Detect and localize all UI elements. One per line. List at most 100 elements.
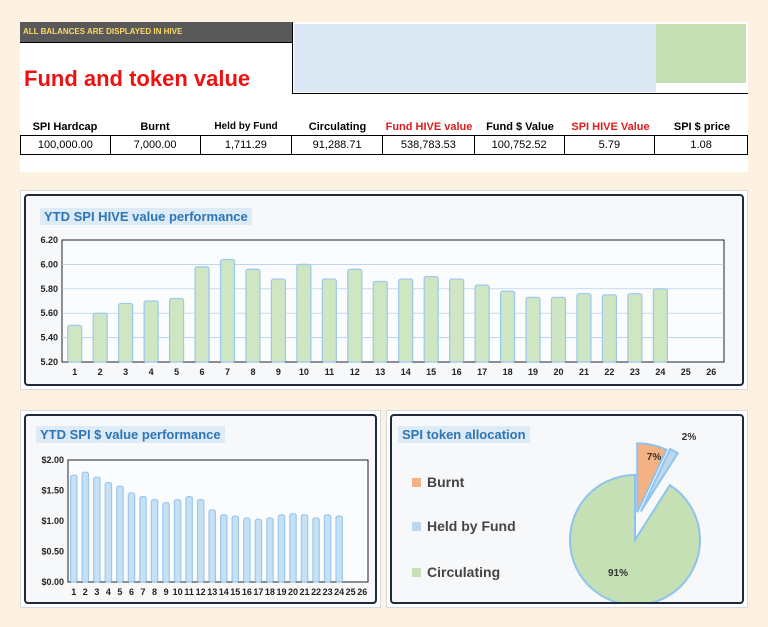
- allocation-chart-panel: SPI token allocation Burnt Held by Fund Ci…: [386, 410, 748, 608]
- x-tick-label: 9: [164, 587, 169, 597]
- bar: [423, 275, 439, 363]
- x-tick-label: 22: [311, 587, 321, 597]
- bar: [118, 302, 134, 363]
- header-frame: [292, 22, 748, 94]
- x-tick-label: 7: [225, 367, 230, 377]
- table-value-row: 100,000.00 7,000.00 1,711.29 91,288.71 538,7…: [20, 135, 748, 155]
- x-tick-label: 18: [265, 587, 275, 597]
- bar: [499, 290, 516, 363]
- pie-slice: [639, 447, 680, 513]
- bar: [168, 297, 185, 363]
- usd-chart-title: YTD SPI $ value performance: [36, 426, 225, 443]
- y-tick-label: $0.50: [41, 547, 64, 557]
- table-header-cell: Burnt: [140, 121, 170, 133]
- table-value-cell: 91,288.71: [292, 136, 383, 154]
- hive-chart-panel: YTD SPI HIVE value performance 5.20 5.40 5…: [20, 190, 748, 390]
- y-tick-label: 5.80: [40, 284, 58, 294]
- bar: [266, 517, 274, 583]
- balances-banner: ALL BALANCES ARE DISPLAYED IN HIVE: [20, 22, 292, 42]
- x-tick-label: 1: [72, 367, 77, 377]
- bar: [321, 278, 337, 363]
- blue-header-block: [294, 24, 656, 92]
- y-tick-label: 5.40: [40, 333, 58, 343]
- x-tick-label: 10: [299, 367, 309, 377]
- legend-swatch: [412, 478, 421, 487]
- y-tick-label: 6.20: [40, 235, 58, 245]
- pie-slice-label: 7%: [647, 452, 662, 463]
- table-value-cell: 5.79: [565, 136, 656, 154]
- x-tick-label: 19: [528, 367, 538, 377]
- table-value-cell: 538,783.53: [383, 136, 475, 154]
- x-tick-label: 8: [250, 367, 255, 377]
- bar: [289, 513, 297, 583]
- bar: [219, 258, 236, 363]
- bar: [127, 492, 136, 583]
- table-header-cell: SPI $ price: [673, 121, 731, 133]
- x-tick-label: 5: [174, 367, 179, 377]
- legend-label: Circulating: [427, 564, 500, 580]
- pie-slice: [636, 442, 668, 513]
- plot-area: [67, 459, 369, 583]
- x-tick-label: 21: [579, 367, 589, 377]
- x-tick-label: 6: [129, 587, 134, 597]
- x-tick-label: 2: [98, 367, 103, 377]
- pie-slice-label: 91%: [608, 568, 628, 579]
- bar: [372, 280, 388, 363]
- x-tick-label: 16: [242, 587, 252, 597]
- legend-swatch: [412, 568, 421, 577]
- table-header-row: SPI Hardcap Burnt Held by Fund Circulating F…: [20, 119, 748, 135]
- legend-label: Burnt: [427, 474, 465, 490]
- y-tick-label: $1.00: [41, 516, 64, 526]
- bar: [525, 296, 541, 363]
- bar: [300, 514, 309, 583]
- x-tick-label: 4: [149, 367, 154, 377]
- table-header-cell: Fund $ Value: [486, 121, 554, 133]
- x-tick-label: 24: [334, 587, 344, 597]
- bar: [208, 509, 217, 583]
- x-tick-label: 4: [106, 587, 111, 597]
- table-header-cell: Circulating: [308, 121, 367, 133]
- y-tick-label: $2.00: [41, 455, 64, 465]
- table-header-cell: SPI Hardcap: [32, 121, 98, 133]
- bar: [550, 296, 567, 363]
- x-tick-label: 6: [200, 367, 205, 377]
- bar: [196, 499, 205, 583]
- bar: [652, 288, 668, 363]
- bar: [162, 502, 170, 583]
- x-tick-label: 17: [477, 367, 487, 377]
- table-value-cell: 100,752.52: [475, 136, 565, 154]
- fund-summary-panel: ALL BALANCES ARE DISPLAYED IN HIVE Fund …: [20, 22, 748, 172]
- bar: [67, 324, 83, 363]
- bar: [449, 278, 465, 363]
- bar: [69, 474, 78, 583]
- x-tick-label: 1: [71, 587, 76, 597]
- bar: [194, 266, 210, 363]
- hive-chart-title: YTD SPI HIVE value performance: [40, 208, 252, 225]
- x-tick-label: 3: [123, 367, 128, 377]
- pie-slice: [569, 473, 701, 602]
- usd-chart-panel: YTD SPI $ value performance $0.00 $0.50 $1…: [20, 410, 381, 608]
- bar: [92, 312, 108, 363]
- x-tick-label: 15: [230, 587, 240, 597]
- y-tick-label: $0.00: [41, 577, 64, 587]
- y-tick-label: 5.60: [40, 308, 58, 318]
- x-tick-label: 12: [196, 587, 206, 597]
- table-header-cell: SPI HIVE Value: [571, 121, 650, 133]
- bar: [335, 515, 343, 583]
- green-header-block: [656, 24, 746, 83]
- page-title: Fund and token value: [24, 66, 251, 91]
- table-header-cell: Fund HIVE value: [385, 121, 473, 133]
- bar: [254, 518, 263, 583]
- table-value-cell: 1.08: [690, 139, 712, 151]
- bar: [277, 514, 286, 583]
- bar: [143, 300, 159, 363]
- bar: [93, 476, 101, 583]
- bar: [312, 517, 320, 583]
- x-tick-label: 20: [553, 367, 563, 377]
- x-tick-label: 8: [152, 587, 157, 597]
- y-tick-label: 6.00: [40, 259, 58, 269]
- x-tick-label: 15: [426, 367, 436, 377]
- bar: [173, 499, 182, 583]
- bar: [270, 278, 287, 363]
- bar: [243, 517, 251, 583]
